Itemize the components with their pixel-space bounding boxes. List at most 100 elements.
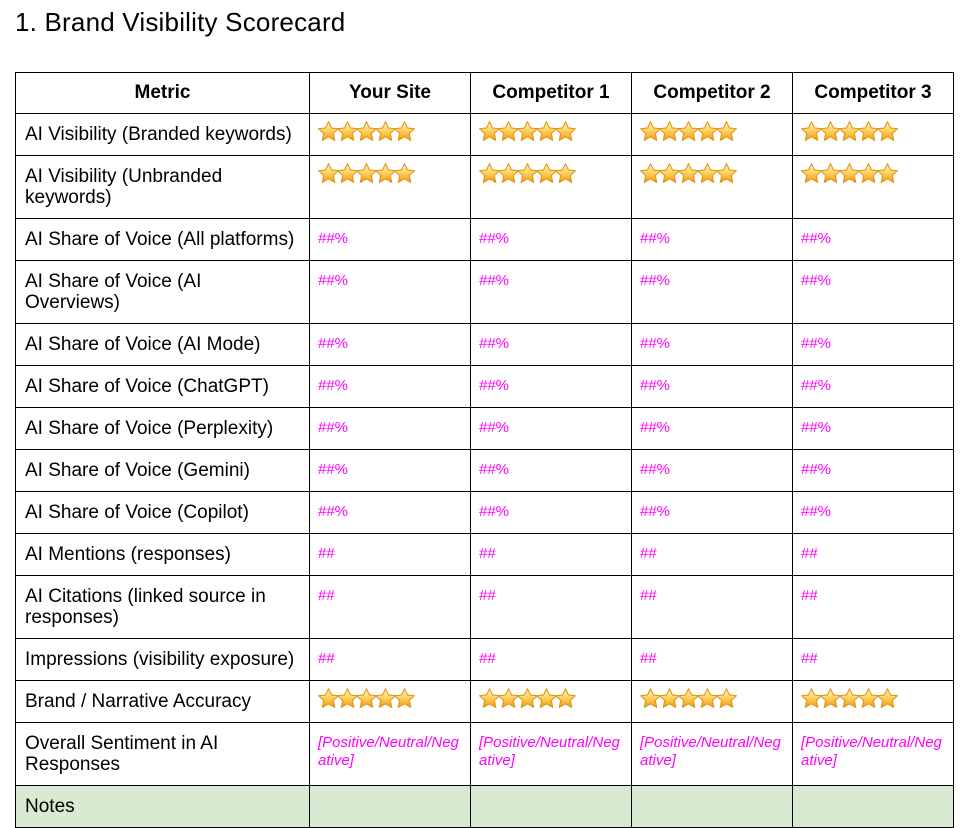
star-icon	[517, 163, 538, 183]
star-rating-cell[interactable]	[470, 680, 632, 723]
star-rating-cell[interactable]	[631, 680, 793, 723]
star-rating-cell[interactable]	[470, 113, 632, 156]
value-cell[interactable]: ##%	[792, 407, 954, 450]
column-header-competitor-1: Competitor 1	[470, 72, 632, 114]
star-icon	[820, 163, 841, 183]
star-icon	[678, 688, 699, 708]
table-row: AI Share of Voice (Perplexity) ##% ##% ##% #…	[15, 407, 954, 450]
star-icon	[536, 163, 557, 183]
value-cell[interactable]: ##%	[470, 449, 632, 492]
value-cell[interactable]: ##%	[309, 260, 471, 324]
value-cell[interactable]: ##%	[470, 260, 632, 324]
star-rating-cell[interactable]	[792, 113, 954, 156]
notes-cell[interactable]	[631, 785, 793, 828]
value-cell[interactable]: ##	[470, 575, 632, 639]
value-cell[interactable]: ##%	[470, 365, 632, 408]
star-icon	[877, 121, 898, 141]
value-cell[interactable]: ##%	[792, 260, 954, 324]
value-cell[interactable]: ##	[631, 533, 793, 576]
metric-cell: AI Share of Voice (All platforms)	[15, 218, 310, 261]
metric-cell: Brand / Narrative Accuracy	[15, 680, 310, 723]
star-rating-cell[interactable]	[309, 155, 471, 219]
value-cell[interactable]: ##	[792, 575, 954, 639]
star-icon	[536, 121, 557, 141]
value-cell[interactable]: ##	[309, 533, 471, 576]
star-icon	[877, 163, 898, 183]
star-icon	[479, 688, 500, 708]
value-cell[interactable]: [Positive/Neutral/Negative]	[309, 722, 471, 786]
value-cell[interactable]: ##	[309, 575, 471, 639]
value-cell[interactable]: ##	[470, 638, 632, 681]
notes-row: Notes	[15, 785, 954, 828]
star-icon	[318, 121, 339, 141]
star-rating-cell[interactable]	[309, 113, 471, 156]
notes-cell[interactable]	[792, 785, 954, 828]
value-cell[interactable]: ##%	[631, 449, 793, 492]
star-icon	[498, 121, 519, 141]
star-icon	[479, 163, 500, 183]
value-cell[interactable]: ##%	[631, 260, 793, 324]
value-cell[interactable]: ##%	[309, 449, 471, 492]
star-rating-cell[interactable]	[792, 155, 954, 219]
table-row: Brand / Narrative Accuracy	[15, 680, 954, 723]
value-cell[interactable]: ##%	[309, 323, 471, 366]
table-row: AI Share of Voice (Copilot) ##% ##% ##% ##%	[15, 491, 954, 534]
value-cell[interactable]: ##%	[470, 323, 632, 366]
star-icon	[716, 163, 737, 183]
value-cell[interactable]: ##%	[631, 365, 793, 408]
value-cell[interactable]: ##%	[792, 323, 954, 366]
value-cell[interactable]: ##%	[470, 407, 632, 450]
metric-cell: AI Share of Voice (AI Overviews)	[15, 260, 310, 324]
star-rating-cell[interactable]	[470, 155, 632, 219]
star-icon	[498, 688, 519, 708]
notes-cell[interactable]	[309, 785, 471, 828]
value-cell[interactable]: ##%	[792, 449, 954, 492]
star-icon	[697, 121, 718, 141]
metric-cell: AI Share of Voice (AI Mode)	[15, 323, 310, 366]
value-cell[interactable]: ##%	[309, 365, 471, 408]
table-row: AI Share of Voice (AI Overviews) ##% ##% ##…	[15, 260, 954, 324]
value-cell[interactable]: ##%	[792, 491, 954, 534]
star-icon	[820, 688, 841, 708]
star-rating-cell[interactable]	[792, 680, 954, 723]
value-cell[interactable]: ##	[631, 575, 793, 639]
value-cell[interactable]: ##	[631, 638, 793, 681]
star-icon	[659, 163, 680, 183]
value-cell[interactable]: ##	[792, 533, 954, 576]
value-cell[interactable]: ##%	[631, 491, 793, 534]
star-rating-cell[interactable]	[309, 680, 471, 723]
value-cell[interactable]: ##%	[470, 218, 632, 261]
value-cell[interactable]: ##%	[631, 407, 793, 450]
value-cell[interactable]: ##%	[792, 365, 954, 408]
value-cell[interactable]: ##%	[470, 491, 632, 534]
star-icon	[877, 688, 898, 708]
value-cell[interactable]: ##%	[309, 218, 471, 261]
star-icon	[375, 163, 396, 183]
value-cell[interactable]: [Positive/Neutral/Negative]	[470, 722, 632, 786]
notes-cell[interactable]	[470, 785, 632, 828]
metric-cell: AI Share of Voice (Gemini)	[15, 449, 310, 492]
value-cell[interactable]: ##	[470, 533, 632, 576]
star-icon	[858, 163, 879, 183]
value-cell[interactable]: ##	[309, 638, 471, 681]
star-icon	[318, 688, 339, 708]
star-rating-cell[interactable]	[631, 155, 793, 219]
star-icon	[356, 121, 377, 141]
value-cell[interactable]: ##%	[792, 218, 954, 261]
value-cell[interactable]: [Positive/Neutral/Negative]	[631, 722, 793, 786]
value-cell[interactable]: [Positive/Neutral/Negative]	[792, 722, 954, 786]
metric-cell: AI Citations (linked source in responses…	[15, 575, 310, 639]
value-cell[interactable]: ##%	[631, 323, 793, 366]
column-header-metric: Metric	[15, 72, 310, 114]
star-icon	[659, 688, 680, 708]
star-rating-cell[interactable]	[631, 113, 793, 156]
value-cell[interactable]: ##%	[309, 491, 471, 534]
star-icon	[801, 163, 822, 183]
star-icon	[697, 163, 718, 183]
value-cell[interactable]: ##	[792, 638, 954, 681]
value-cell[interactable]: ##%	[309, 407, 471, 450]
value-cell[interactable]: ##%	[631, 218, 793, 261]
star-icon	[659, 121, 680, 141]
table-body: AI Visibility (Branded keywords) AI Visib…	[15, 113, 954, 828]
